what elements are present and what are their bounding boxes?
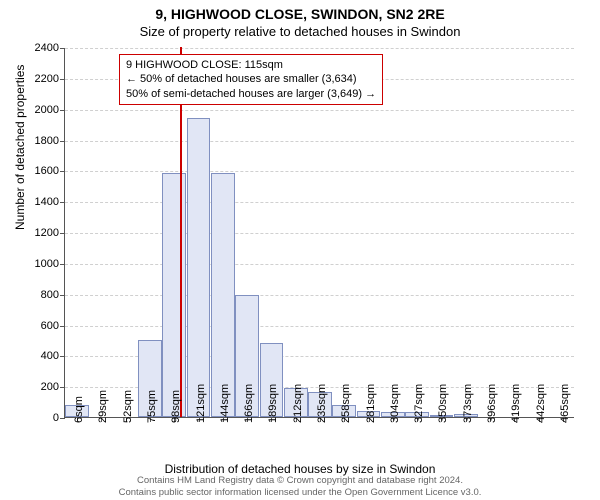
annotation-line1: 9 HIGHWOOD CLOSE: 115sqm [126,58,376,72]
xtick-label: 350sqm [437,384,449,423]
xtick-label: 166sqm [243,384,255,423]
xtick-label: 212sqm [292,384,304,423]
ytick-label: 2000 [35,104,65,116]
ytick-label: 1400 [35,196,65,208]
gridline [65,171,574,172]
ytick-label: 1000 [35,258,65,270]
xtick-label: 189sqm [267,384,279,423]
ytick-label: 2400 [35,42,65,54]
chart-subtitle: Size of property relative to detached ho… [0,22,600,39]
gridline [65,326,574,327]
ytick-label: 0 [53,412,65,424]
footer-line2: Contains public sector information licen… [0,487,600,498]
annotation-line3: 50% of semi-detached houses are larger (… [126,87,376,101]
xtick-label: 258sqm [340,384,352,423]
xtick-label: 327sqm [413,384,425,423]
xtick-label: 144sqm [219,384,231,423]
gridline [65,141,574,142]
xtick-label: 121sqm [195,384,207,423]
gridline [65,48,574,49]
xtick-label: 419sqm [510,384,522,423]
xtick-label: 281sqm [365,384,377,423]
gridline [65,110,574,111]
gridline [65,264,574,265]
ytick-label: 2200 [35,73,65,85]
x-axis-label: Distribution of detached houses by size … [0,462,600,476]
ytick-label: 400 [41,350,65,362]
ytick-label: 1800 [35,135,65,147]
annotation-box: 9 HIGHWOOD CLOSE: 115sqm ← 50% of detach… [119,54,383,105]
histogram-bar [211,173,235,417]
footer-line1: Contains HM Land Registry data © Crown c… [0,475,600,486]
histogram-bar [162,173,186,417]
xtick-label: 304sqm [389,384,401,423]
ytick-label: 800 [41,289,65,301]
xtick-label: 373sqm [462,384,474,423]
annotation-line2: ← 50% of detached houses are smaller (3,… [126,72,376,86]
xtick-label: 442sqm [535,384,547,423]
ytick-label: 600 [41,320,65,332]
plot-area: 0200400600800100012001400160018002000220… [64,48,574,418]
ytick-label: 1200 [35,227,65,239]
histogram-bar [187,118,211,417]
gridline [65,233,574,234]
ytick-label: 1600 [35,165,65,177]
xtick-label: 75sqm [146,390,158,423]
chart-title: 9, HIGHWOOD CLOSE, SWINDON, SN2 2RE [0,0,600,22]
gridline [65,202,574,203]
xtick-label: 52sqm [122,390,134,423]
y-axis-label: Number of detached properties [13,65,27,230]
y-axis-label-text: Number of detached properties [13,65,27,230]
gridline [65,295,574,296]
xtick-label: 98sqm [170,390,182,423]
footer: Contains HM Land Registry data © Crown c… [0,475,600,498]
xtick-label: 465sqm [559,384,571,423]
xtick-label: 6sqm [73,396,85,423]
xtick-label: 396sqm [486,384,498,423]
xtick-label: 235sqm [316,384,328,423]
chart-container: 9, HIGHWOOD CLOSE, SWINDON, SN2 2RE Size… [0,0,600,500]
xtick-label: 29sqm [97,390,109,423]
ytick-label: 200 [41,381,65,393]
